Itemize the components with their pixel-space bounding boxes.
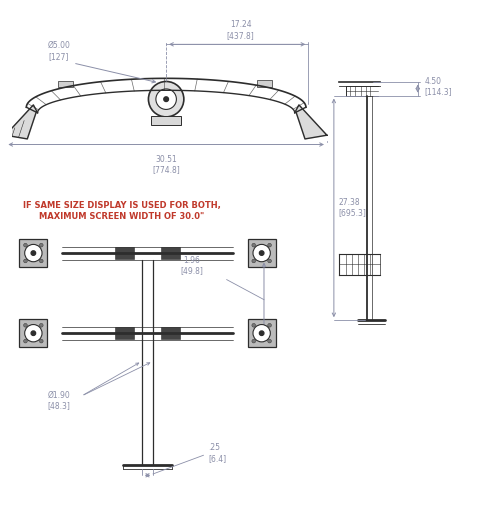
Circle shape [252, 259, 256, 263]
Bar [248, 319, 275, 347]
Text: 30.51
[774.8]: 30.51 [774.8] [152, 155, 180, 174]
Bar [115, 247, 134, 259]
Bar [58, 81, 73, 87]
Circle shape [268, 243, 272, 247]
Circle shape [252, 339, 256, 343]
Text: 1.96
[49.8]: 1.96 [49.8] [180, 256, 203, 275]
Bar [257, 80, 272, 87]
Text: Ø1.90
[48.3]: Ø1.90 [48.3] [47, 391, 70, 410]
Text: 27.38
[695.3]: 27.38 [695.3] [339, 198, 366, 217]
Circle shape [25, 325, 42, 342]
Circle shape [23, 339, 27, 343]
Text: Ø5.00
[127]: Ø5.00 [127] [47, 41, 70, 60]
Circle shape [39, 243, 43, 247]
Circle shape [31, 331, 35, 335]
Circle shape [23, 243, 27, 247]
Circle shape [23, 324, 27, 327]
Circle shape [39, 259, 43, 263]
Circle shape [39, 339, 43, 343]
Circle shape [252, 324, 256, 327]
Circle shape [31, 251, 35, 256]
Text: 4.50
[114.3]: 4.50 [114.3] [425, 77, 452, 96]
Circle shape [260, 251, 264, 256]
Text: MAXIMUM SCREEN WIDTH OF 30.0": MAXIMUM SCREEN WIDTH OF 30.0" [39, 212, 205, 221]
Circle shape [260, 331, 264, 335]
Bar [161, 247, 180, 259]
Circle shape [25, 244, 42, 262]
Polygon shape [296, 105, 327, 139]
Circle shape [23, 259, 27, 263]
Text: 17.24
[437.8]: 17.24 [437.8] [227, 20, 254, 40]
Circle shape [39, 324, 43, 327]
Polygon shape [5, 105, 36, 139]
Circle shape [252, 243, 256, 247]
Circle shape [268, 324, 272, 327]
Bar [248, 239, 275, 267]
Bar [19, 319, 47, 347]
Circle shape [268, 259, 272, 263]
Text: .25
[6.4]: .25 [6.4] [208, 443, 226, 463]
Bar [115, 327, 134, 339]
Circle shape [148, 81, 184, 117]
Circle shape [253, 244, 270, 262]
Bar [19, 239, 47, 267]
Bar [151, 116, 181, 125]
Text: IF SAME SIZE DISPLAY IS USED FOR BOTH,: IF SAME SIZE DISPLAY IS USED FOR BOTH, [23, 201, 221, 210]
Circle shape [268, 339, 272, 343]
Circle shape [253, 325, 270, 342]
Circle shape [164, 97, 169, 102]
Circle shape [156, 89, 176, 109]
Bar [161, 327, 180, 339]
